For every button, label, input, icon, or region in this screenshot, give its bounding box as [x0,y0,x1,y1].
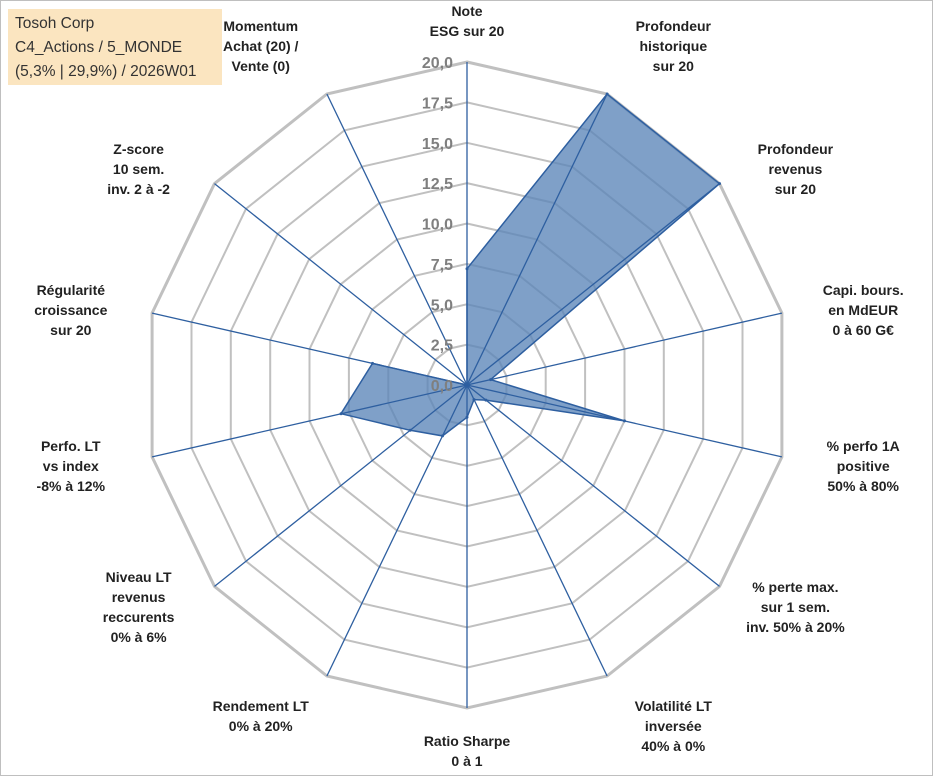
tick-label: 7,5 [431,257,453,274]
axis-spoke-12 [214,183,468,386]
axis-spoke-11 [151,312,468,386]
axis-spoke-8 [326,384,468,677]
tick-label: 10,0 [422,217,453,234]
axis-spoke-10 [151,384,468,458]
score-period: (5,3% | 29,9%) / 2026W01 [15,63,197,80]
axis-label-12: Z-score 10 sem. inv. 2 à -2 [107,141,170,197]
axis-spoke-5 [466,384,720,587]
axis-label-0: Note ESG sur 20 [430,3,505,39]
company-name: Tosoh Corp [15,15,95,32]
axis-spoke-6 [466,384,608,677]
axis-label-11: Régularité croissance sur 20 [34,282,107,338]
tick-label: 15,0 [422,136,453,153]
axis-label-1: Profondeur historique sur 20 [636,18,712,74]
axis-label-2: Profondeur revenus sur 20 [758,141,834,197]
axis-label-9: Niveau LT revenus reccurents 0% à 6% [103,569,175,645]
series-area [339,92,721,437]
tick-label: 20,0 [422,55,453,72]
tick-label: 2,5 [431,338,453,355]
tick-label: 12,5 [422,176,453,193]
tick-label: 0,0 [431,378,453,395]
info-box: Tosoh Corp C4_Actions / 5_MONDE (5,3% | … [8,9,222,85]
axis-spoke-2 [466,183,720,386]
axis-label-7: Ratio Sharpe 0 à 1 [424,733,511,769]
axis-label-13: Momentum Achat (20) / Vente (0) [223,18,299,74]
axis-label-10: Perfo. LT vs index -8% à 12% [37,438,106,494]
axis-spoke-13 [326,93,468,386]
axis-spoke-4 [466,384,783,458]
axis-label-4: % perfo 1A positive 50% à 80% [827,438,900,494]
axis-label-3: Capi. bours. en MdEUR 0 à 60 G€ [823,282,904,338]
axis-spoke-9 [214,384,468,587]
axis-spoke-3 [466,312,783,386]
axis-label-5: % perte max. sur 1 sem. inv. 50% à 20% [746,579,845,635]
tick-label: 5,0 [431,297,453,314]
axis-label-8: Rendement LT 0% à 20% [213,698,310,734]
portfolio-category: C4_Actions / 5_MONDE [15,39,183,56]
tick-label: 17,5 [422,95,453,112]
axis-label-6: Volatilité LT inversée 40% à 0% [635,698,713,754]
axis-spoke-1 [466,93,608,386]
